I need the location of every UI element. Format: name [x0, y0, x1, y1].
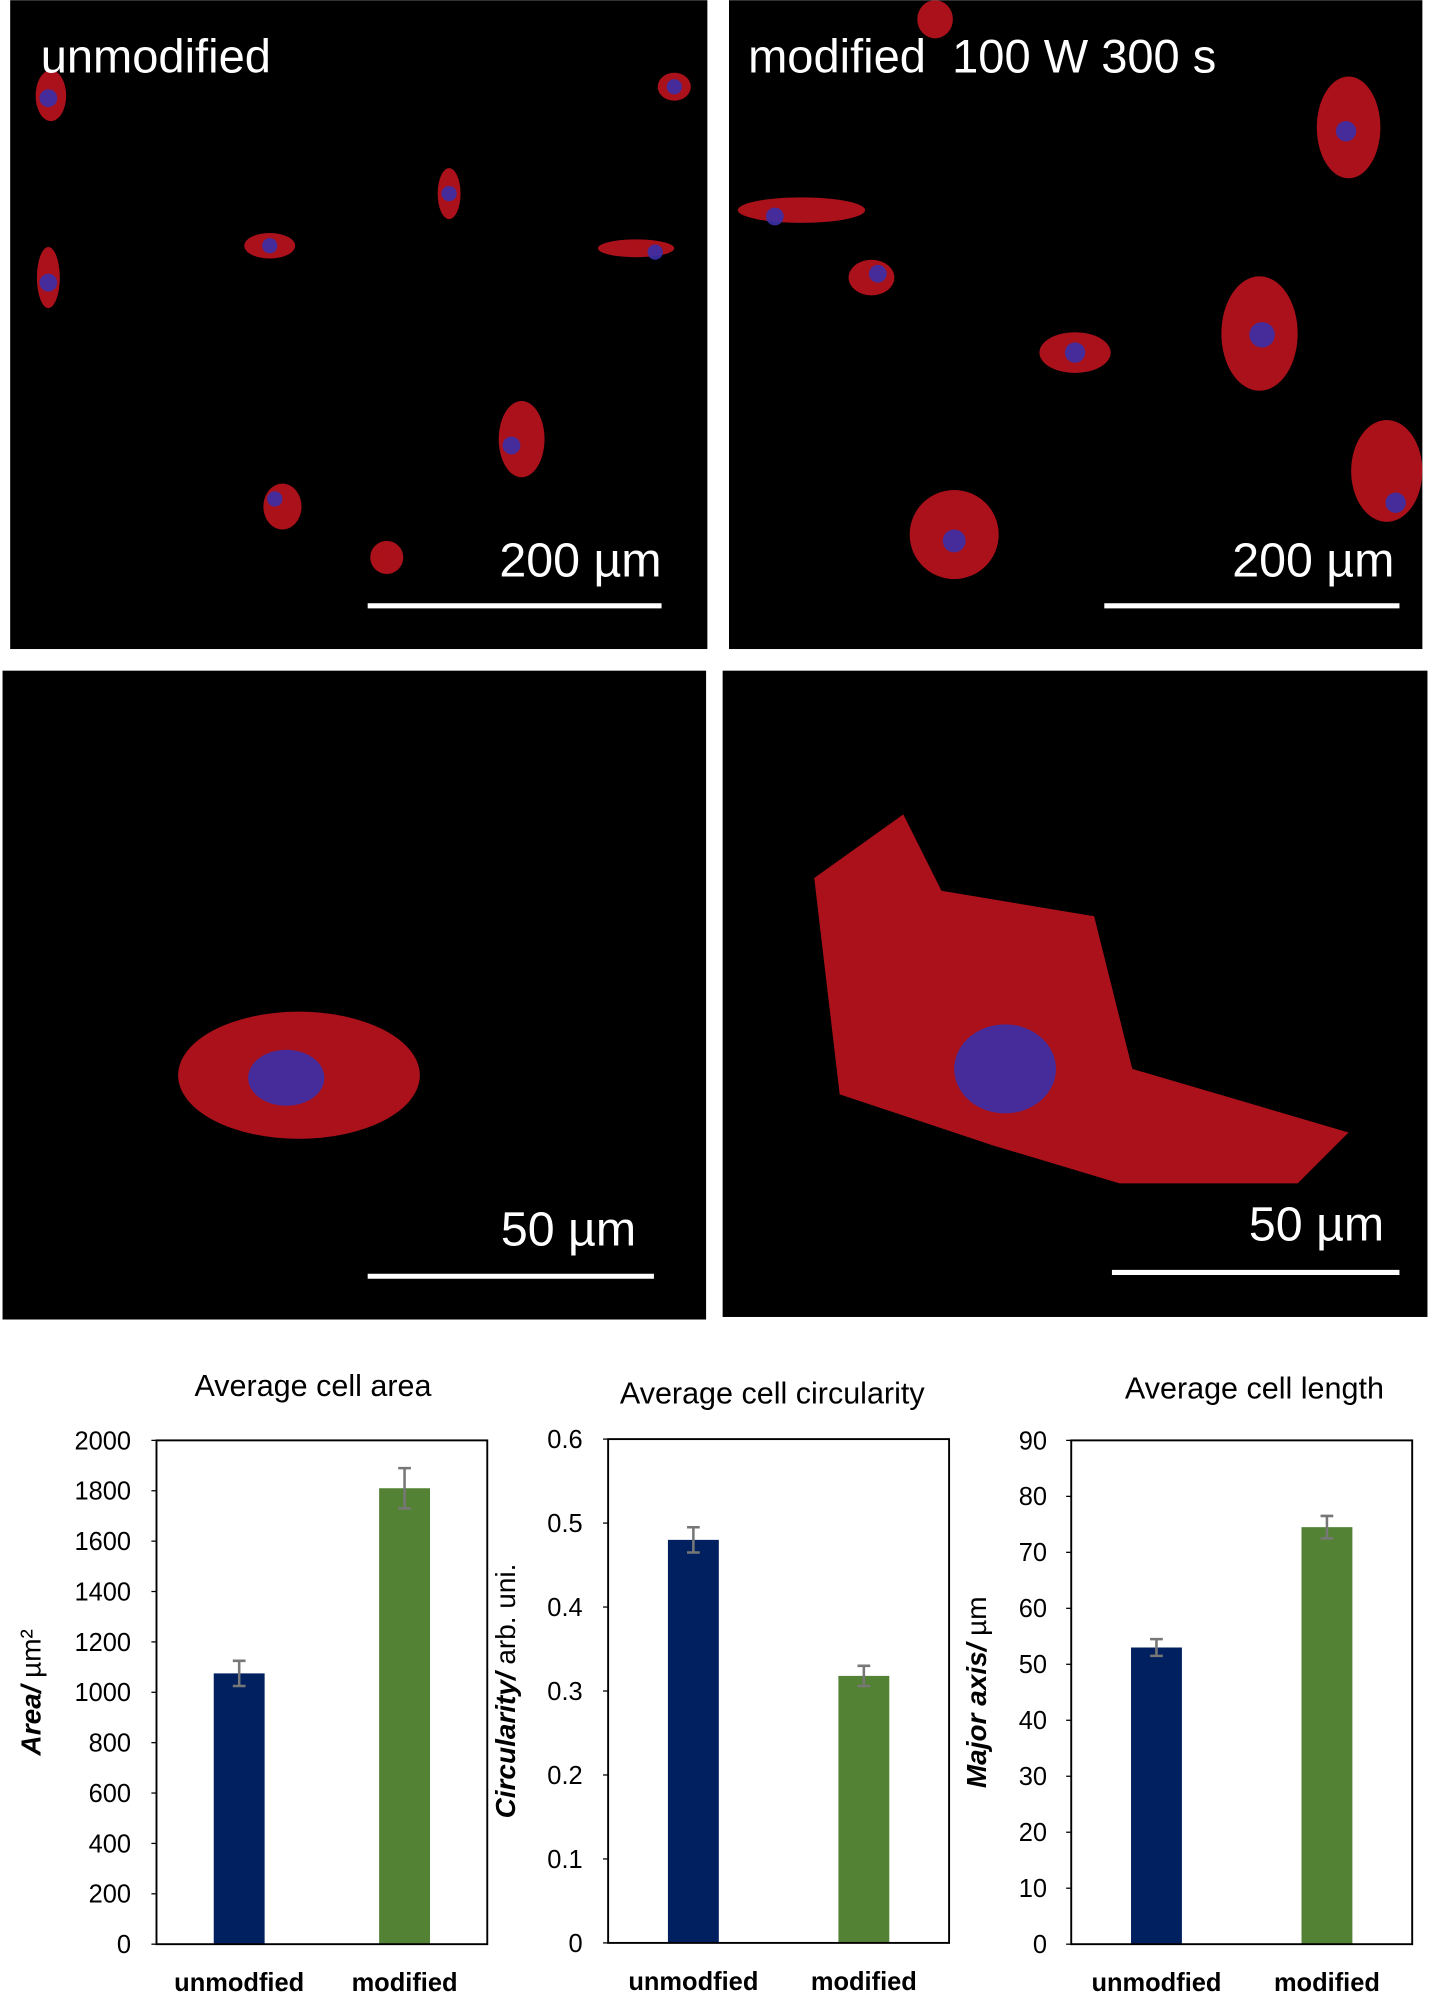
- y-tick-label: 0: [569, 1930, 583, 1958]
- x-tick-label: modified: [811, 1968, 917, 1994]
- scale-label: 200 µm: [1232, 534, 1394, 588]
- error-bar: [857, 1664, 871, 1688]
- nuclei: [39, 79, 1406, 1114]
- bar: [379, 1488, 431, 1945]
- y-tick-label: 0: [117, 1931, 131, 1959]
- micrograph: [728, 0, 1423, 650]
- y-tick-label: 80: [1019, 1483, 1047, 1511]
- y-tick-label: 50: [1019, 1651, 1047, 1679]
- y-tick-label: 0.6: [547, 1426, 582, 1454]
- panel-label: unmodified: [41, 30, 271, 83]
- y-tick-label: 400: [89, 1830, 131, 1858]
- bar-chart: Average cell area 0 200 400 600 800 1000 1200 14…: [16, 1369, 489, 1994]
- y-tick-label: 1400: [74, 1578, 131, 1606]
- error-bar: [232, 1659, 246, 1688]
- y-axis-label-unit: µm: [961, 1596, 992, 1635]
- chart-title: Average cell area: [195, 1369, 432, 1403]
- x-tick-label: modified: [1274, 1969, 1380, 1994]
- x-tick-label: unmodfied: [174, 1969, 304, 1994]
- y-tick-label: 2000: [74, 1427, 131, 1455]
- y-tick-label: 40: [1019, 1707, 1047, 1735]
- micrograph: [10, 0, 708, 650]
- plot-frame: [1070, 1439, 1414, 1946]
- y-tick-label: 20: [1019, 1819, 1047, 1847]
- scale-label: 50 µm: [1249, 1198, 1384, 1252]
- y-tick-label: 0.4: [547, 1594, 582, 1622]
- y-tick-label: 60: [1019, 1595, 1047, 1623]
- y-tick-label: 10: [1019, 1875, 1047, 1903]
- y-tick-label: 0.1: [547, 1846, 582, 1874]
- error-bar: [398, 1466, 411, 1510]
- y-tick-label: 800: [89, 1730, 131, 1758]
- error-bar: [1150, 1637, 1163, 1658]
- bar-chart: Average cell length 0 10 20 30 40 50 60 70 80 90 un…: [961, 1371, 1414, 1994]
- y-tick-label: 1600: [74, 1528, 131, 1556]
- error-bar: [687, 1525, 700, 1554]
- y-tick-label: 90: [1019, 1427, 1047, 1455]
- plot-frame: [607, 1438, 951, 1944]
- y-tick-label: 1000: [74, 1679, 131, 1707]
- y-axis-label: Major axis/µm: [961, 1596, 992, 1788]
- bar: [838, 1675, 890, 1943]
- y-tick-label: 600: [89, 1780, 131, 1808]
- x-tick-label: unmodfied: [1091, 1969, 1221, 1994]
- x-tick-label: modified: [352, 1969, 458, 1994]
- y-tick-label: 0.5: [547, 1510, 582, 1538]
- micrograph: [2, 670, 707, 1320]
- bar: [213, 1673, 265, 1945]
- y-axis-label-unit: µm²: [16, 1629, 47, 1678]
- bar-chart: Average cell circularity 0 0.1 0.2 0.3 0.4 0.5…: [490, 1376, 951, 1994]
- y-tick-label: 0: [1033, 1931, 1047, 1959]
- y-tick-label: 1200: [74, 1629, 131, 1657]
- plot-frame: [155, 1439, 489, 1946]
- y-axis-label: Area/µm²: [16, 1629, 47, 1756]
- y-tick-label: 30: [1019, 1763, 1047, 1791]
- y-tick-label: 200: [89, 1881, 131, 1909]
- bar: [1131, 1647, 1182, 1945]
- bar: [667, 1539, 719, 1943]
- chart-title: Average cell length: [1125, 1371, 1384, 1405]
- y-axis-label-italic: Circularity/: [490, 1669, 521, 1818]
- chart-title: Average cell circularity: [620, 1376, 925, 1410]
- scale-label: 50 µm: [501, 1203, 636, 1257]
- y-tick-label: 1800: [74, 1478, 131, 1506]
- scale-label: 200 µm: [499, 534, 661, 588]
- error-bar: [1320, 1514, 1334, 1540]
- y-axis-label-italic: Major axis/: [961, 1640, 992, 1788]
- y-axis-label-unit: arb. uni.: [490, 1564, 521, 1665]
- y-tick-label: 0.2: [547, 1762, 582, 1790]
- panel-label: modified 100 W 300 s: [748, 30, 1216, 83]
- y-axis-label: Circularity/arb. uni.: [490, 1564, 521, 1819]
- cells: [35, 0, 1423, 1184]
- y-axis-label-italic: Area/: [16, 1682, 47, 1756]
- y-tick-label: 0.3: [547, 1678, 582, 1706]
- y-tick-label: 70: [1019, 1539, 1047, 1567]
- bar: [1301, 1527, 1353, 1945]
- x-tick-label: unmodfied: [628, 1968, 758, 1994]
